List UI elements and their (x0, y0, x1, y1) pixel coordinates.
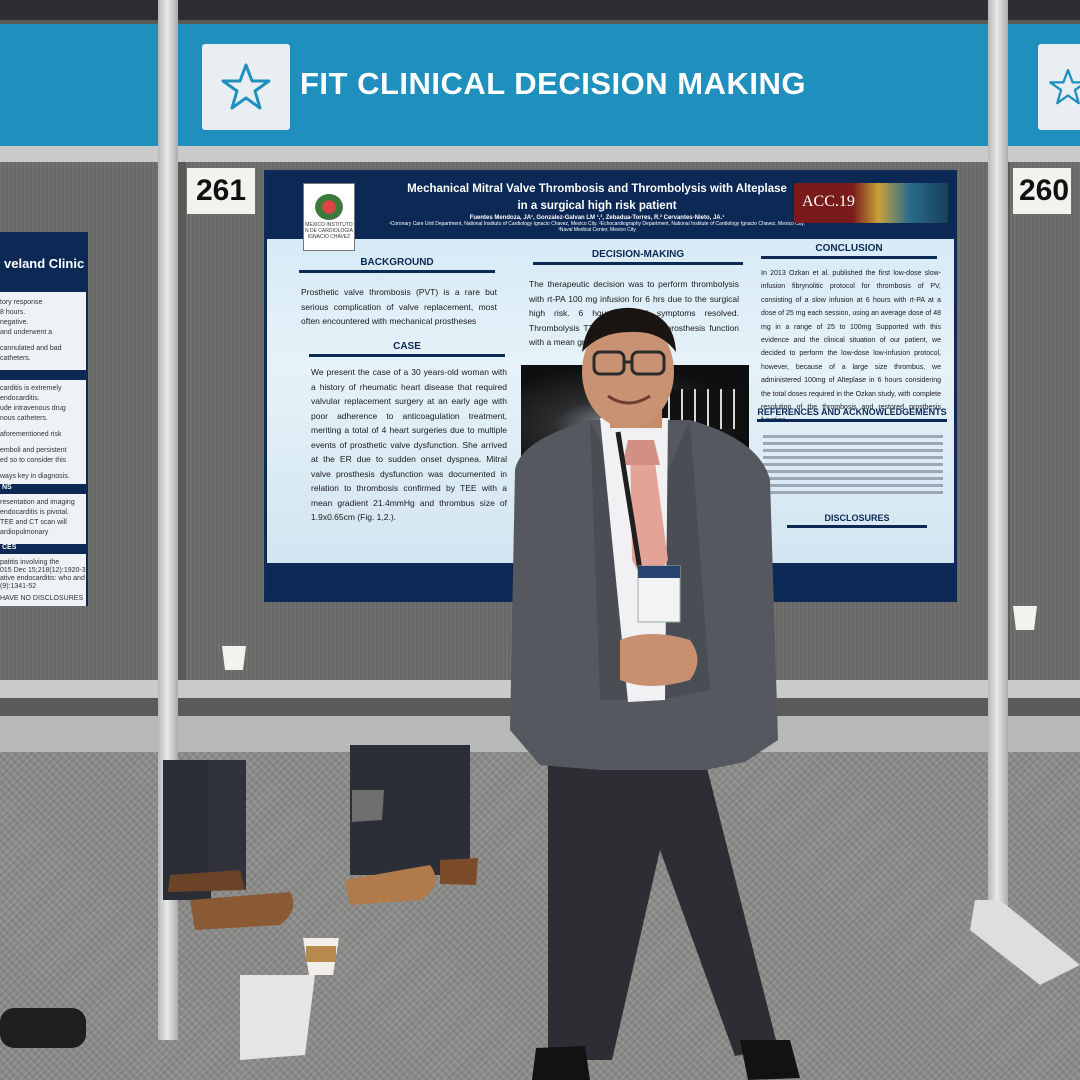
references-heading: REFERENCES AND ACKNOWLEDGEMENTS (757, 407, 947, 422)
institute-emblem-icon (315, 194, 343, 220)
echocardiogram-image (521, 365, 749, 465)
category-banner: FIT CLINICAL DECISION MAKING (178, 24, 1000, 146)
left-poster-line: ways key in diagnosis. (0, 473, 70, 480)
author-names: Fuentes Mendoza, JA¹, Gonzalez-Galvan LM… (469, 215, 725, 221)
conclusion-text: In 2013 Ozkan et al. published the first… (761, 270, 941, 425)
conference-logo-text: ACC.19 (802, 193, 855, 210)
left-poster: veland Clinic tory response 8 hours. neg… (0, 232, 88, 606)
carpet-floor (0, 730, 1080, 1080)
disclosures-heading: DISCLOSURES (787, 513, 927, 528)
left-poster-line: 8 hours. (0, 309, 26, 316)
left-poster-line: endocarditis is pivotal. (0, 509, 69, 516)
case-text: We present the case of a 30 years-old wo… (311, 367, 507, 522)
institute-logo-text: MEXICO INSTITUTO N DE CARDIOLOGIA IGNACI… (304, 222, 354, 240)
star-icon (202, 44, 290, 130)
institute-logo: MEXICO INSTITUTO N DE CARDIOLOGIA IGNACI… (303, 183, 355, 251)
left-poster-line: (9):1341-52 (0, 583, 37, 590)
left-poster-line: 015 Dec 15;218(12):1920-31 (0, 567, 86, 574)
poster-authors: Fuentes Mendoza, JA¹, Gonzalez-Galvan LM… (387, 215, 807, 233)
banner-left (0, 24, 158, 146)
poster-footer (267, 563, 954, 599)
references-list (763, 435, 943, 498)
left-poster-line: endocarditis. (0, 395, 40, 402)
left-poster-line: carditis is extremely (0, 385, 62, 392)
background-text: Prosthetic valve thrombosis (PVT) is a r… (301, 287, 497, 326)
star-icon (1038, 44, 1080, 130)
poster-header: MEXICO INSTITUTO N DE CARDIOLOGIA IGNACI… (267, 173, 954, 251)
left-poster-line: cannulated and bad (0, 345, 62, 352)
conference-logo: ACC.19 (794, 183, 948, 223)
left-poster-bar: NS (0, 484, 86, 494)
left-poster-footer: HAVE NO DISCLOSURES (0, 595, 84, 602)
left-poster-line: TEE and CT scan will (0, 519, 67, 526)
left-poster-line: negative. (0, 319, 29, 326)
left-poster-line: resentation and imaging (0, 499, 75, 506)
left-poster-line: catheters. (0, 355, 31, 362)
case-heading: CASE (309, 341, 505, 357)
booth-number-260: 260 (1013, 168, 1071, 214)
poster-board-right (1010, 160, 1080, 690)
left-poster-line: patitis involving the (0, 559, 60, 566)
left-poster-line: ed so to consider this (0, 457, 67, 464)
left-poster-bar (0, 370, 86, 380)
display-pole (158, 0, 178, 1040)
poster-title-line: in a surgical high risk patient (517, 200, 677, 212)
author-affiliations: ¹Coronary Care Unit Department, National… (389, 221, 805, 233)
left-poster-line: aforementioned risk (0, 431, 62, 438)
left-poster-line: nous catheters. (0, 415, 48, 422)
conclusion-heading: CONCLUSION (761, 243, 937, 259)
poster-title: Mechanical Mitral Valve Thrombosis and T… (387, 181, 807, 215)
left-poster-line: ardiopulmonary (0, 529, 49, 536)
left-poster-line: tory response (0, 299, 43, 306)
booth-number-261: 261 (187, 168, 255, 214)
left-poster-line: and underwent a (0, 329, 53, 336)
banner-title: FIT CLINICAL DECISION MAKING (300, 66, 806, 101)
decision-text: The therapeutic decision was to perform … (529, 279, 739, 347)
background-heading: BACKGROUND (299, 257, 495, 273)
left-poster-header: veland Clinic (0, 232, 86, 292)
left-poster-line: ude intravenous drug (0, 405, 66, 412)
decision-heading: DECISION-MAKING (533, 249, 743, 265)
research-poster: MEXICO INSTITUTO N DE CARDIOLOGIA IGNACI… (264, 170, 957, 602)
poster-title-line: Mechanical Mitral Valve Thrombosis and T… (407, 183, 787, 195)
left-poster-line: ative endocarditis: who and (0, 575, 85, 582)
banner-right (1008, 24, 1080, 146)
left-poster-line: emboli and persistent (0, 447, 67, 454)
left-poster-bar: CES (0, 544, 86, 554)
ceiling (0, 0, 1080, 20)
display-pole (988, 0, 1008, 940)
